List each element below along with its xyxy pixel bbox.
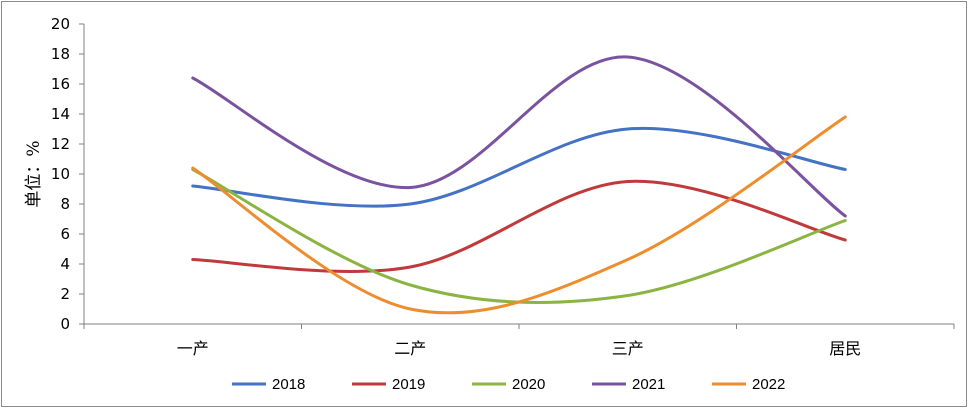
y-tick-label: 16 [51,75,70,93]
series-line-2019 [191,179,847,273]
y-tick-label: 4 [60,255,70,273]
x-tick-label: 居民 [829,339,861,358]
y-tick-label: 2 [60,285,70,303]
series-line-2018 [191,126,847,208]
series-layer [191,55,847,315]
legend-label-2020: 2020 [512,376,545,393]
y-tick-label: 12 [51,135,70,153]
legend-label-2018: 2018 [272,376,305,393]
x-tick-label: 二产 [394,339,426,358]
y-tick-label: 14 [51,105,70,123]
x-tick-label: 一产 [177,339,209,358]
y-axis-label: 单位：% [24,140,44,207]
axes: 0 2 4 6 8 10 12 14 16 18 20 一产 二产 三产 居民 [51,15,955,358]
y-tick-label: 0 [60,315,70,333]
y-tick-label: 10 [51,165,70,183]
legend-label-2019: 2019 [392,376,425,393]
y-tick-label: 8 [60,195,70,213]
legend: 2018 2019 2020 2021 2022 [232,376,785,393]
y-tick-label: 20 [51,15,70,33]
legend-label-2022: 2022 [752,376,785,393]
series-line-2020 [191,168,847,304]
y-tick-label: 18 [51,45,70,63]
series-line-2021 [191,55,847,218]
x-tick-label: 三产 [612,339,644,358]
legend-label-2021: 2021 [632,376,665,393]
series-line-2022 [191,115,847,315]
y-tick-label: 6 [60,225,70,243]
